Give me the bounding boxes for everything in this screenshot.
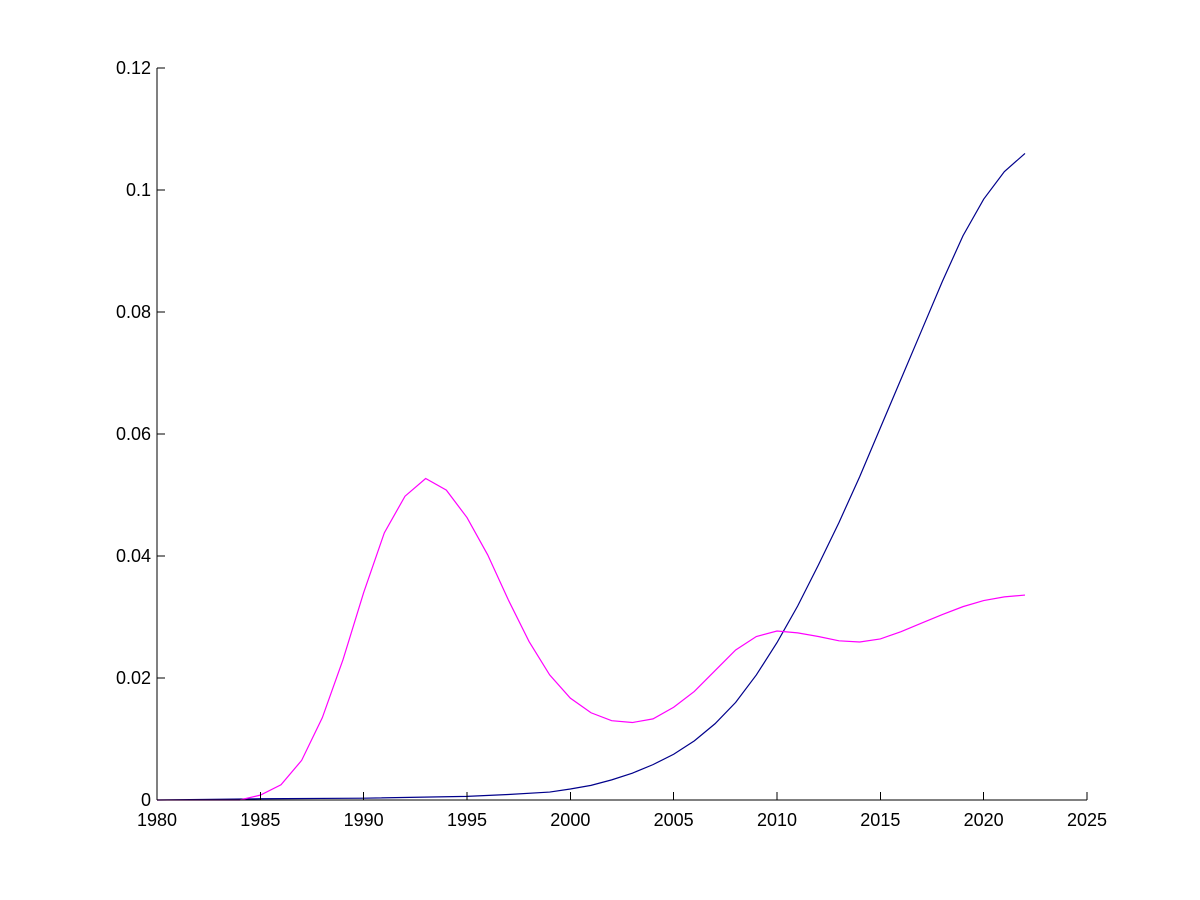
x-tick-label: 1985 [240, 810, 280, 830]
x-tick-label: 2000 [550, 810, 590, 830]
y-tick-label: 0.08 [116, 302, 151, 322]
x-tick-label: 2010 [757, 810, 797, 830]
y-tick-label: 0.06 [116, 424, 151, 444]
x-tick-label: 1990 [344, 810, 384, 830]
y-ticks: 0 0.02 0.04 0.06 0.08 0.1 0.12 [116, 58, 165, 810]
series-line-1 [156, 152, 1026, 801]
x-tick-label: 2020 [964, 810, 1004, 830]
series-line-2 [157, 477, 1026, 801]
series-layer [156, 152, 1026, 801]
y-tick-label: 0.12 [116, 58, 151, 78]
x-tick-label: 1980 [137, 810, 177, 830]
y-tick-label: 0 [141, 790, 151, 810]
axes [156, 68, 1087, 801]
x-tick-label: 2025 [1067, 810, 1107, 830]
x-ticks: 1980 1985 1990 1995 2000 2005 2010 2015 2020 2025 [137, 792, 1107, 830]
y-tick-label: 0.04 [116, 546, 151, 566]
x-tick-label: 1995 [447, 810, 487, 830]
x-tick-label: 2015 [860, 810, 900, 830]
y-tick-label: 0.02 [116, 668, 151, 688]
y-tick-label: 0.1 [126, 180, 151, 200]
x-tick-label: 2005 [654, 810, 694, 830]
